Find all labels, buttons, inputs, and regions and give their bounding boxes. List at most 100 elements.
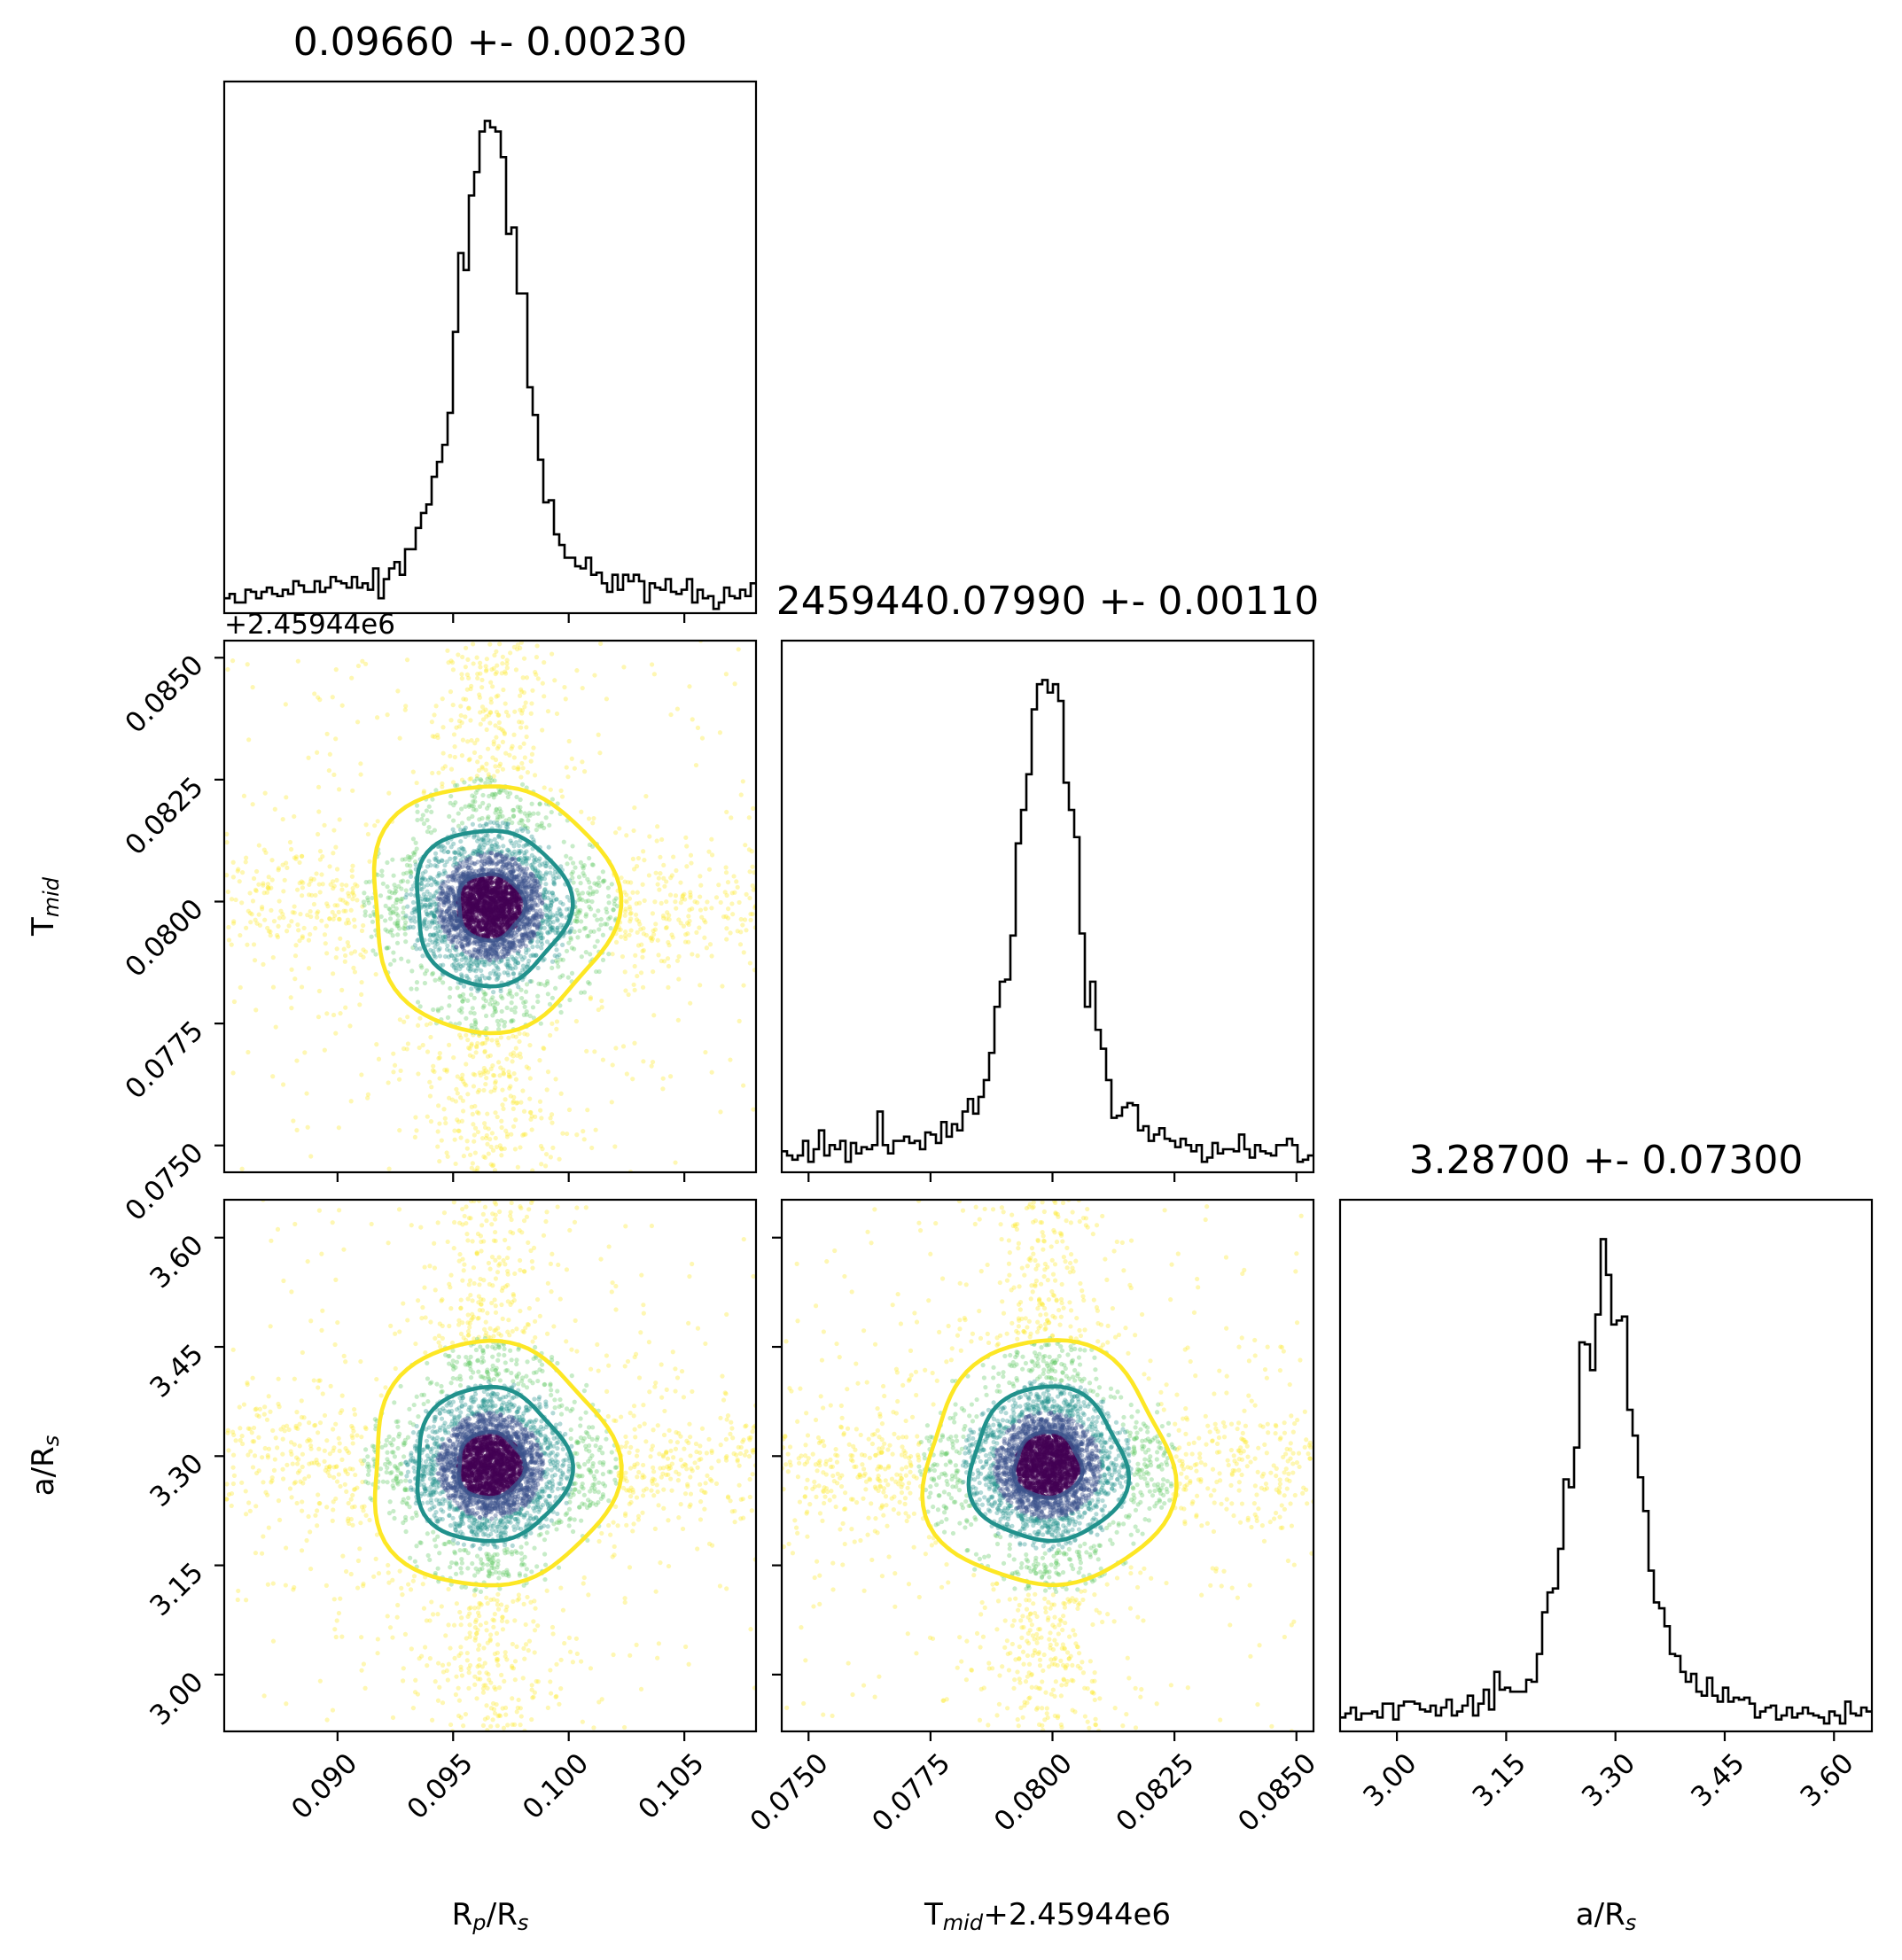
- scatter-point: [453, 800, 458, 805]
- scatter-point: [491, 1238, 496, 1243]
- scatter-point: [529, 890, 534, 895]
- scatter-point: [454, 945, 459, 950]
- scatter-point: [529, 889, 534, 894]
- scatter-point: [694, 929, 699, 935]
- scatter-point: [744, 1423, 749, 1428]
- scatter-point: [472, 799, 478, 805]
- scatter-point: [362, 903, 367, 908]
- scatter-point: [339, 1634, 345, 1639]
- scatter-point: [723, 1391, 729, 1396]
- scatter-point: [718, 899, 723, 906]
- scatter-point: [670, 1349, 675, 1355]
- scatter-point: [485, 850, 490, 855]
- scatter-point: [497, 761, 503, 766]
- scatter-point: [375, 1651, 380, 1656]
- scatter-point: [265, 885, 270, 891]
- scatter-point: [549, 899, 554, 905]
- scatter-point: [574, 919, 580, 924]
- contour-level-3: [456, 872, 528, 943]
- scatter-point: [542, 659, 547, 665]
- scatter-point: [530, 1168, 535, 1172]
- scatter-point: [471, 1054, 476, 1060]
- scatter-point: [570, 860, 576, 866]
- scatter-point: [467, 803, 472, 808]
- scatter-point: [628, 911, 633, 916]
- scatter-point: [503, 1097, 508, 1102]
- scatter-point: [493, 1135, 498, 1141]
- scatter-point: [581, 1129, 586, 1134]
- scatter-point: [628, 1653, 633, 1658]
- scatter-point: [265, 1582, 270, 1587]
- scatter-point: [407, 857, 412, 863]
- scatter-point: [679, 896, 685, 902]
- scatter-point: [547, 915, 553, 921]
- scatter-point: [575, 891, 581, 896]
- scatter-point: [490, 1062, 495, 1069]
- scatter-point: [510, 1696, 515, 1701]
- scatter-point: [728, 1431, 733, 1436]
- scatter-point: [418, 963, 424, 968]
- scatter-point: [229, 1490, 235, 1497]
- scatter-point: [453, 876, 458, 882]
- scatter-point: [496, 725, 502, 731]
- scatter-point: [448, 915, 453, 921]
- scatter-point: [728, 1057, 733, 1062]
- scatter-point: [440, 766, 446, 771]
- scatter-point: [436, 947, 441, 953]
- scatter-point: [738, 916, 744, 922]
- scatter-point: [537, 1099, 543, 1104]
- scatter-point: [674, 958, 681, 963]
- scatter-point: [225, 666, 230, 673]
- scatter-point: [432, 879, 437, 884]
- scatter-point: [669, 932, 674, 937]
- scatter-point: [476, 946, 481, 952]
- scatter-point: [475, 675, 480, 681]
- scatter-point: [251, 875, 257, 882]
- scatter-point: [502, 946, 507, 952]
- scatter-point: [456, 852, 462, 858]
- scatter-point: [531, 1245, 537, 1250]
- scatter-point: [374, 715, 380, 720]
- scatter-point: [525, 930, 530, 937]
- scatter-point: [495, 821, 500, 826]
- scatter-point: [467, 958, 472, 963]
- scatter-point: [233, 1438, 238, 1443]
- scatter-point: [542, 1046, 547, 1052]
- scatter-point: [388, 961, 394, 967]
- scatter-point: [606, 1244, 612, 1249]
- scatter-point: [493, 671, 498, 677]
- scatter-point: [447, 906, 452, 911]
- scatter-point: [709, 906, 714, 911]
- scatter-point: [440, 939, 445, 945]
- scatter-point: [503, 855, 509, 860]
- scatter-point: [466, 675, 472, 681]
- scatter-point: [526, 910, 532, 915]
- scatter-point: [448, 856, 453, 861]
- scatter-point: [512, 875, 518, 880]
- scatter-point: [526, 934, 532, 939]
- scatter-point: [635, 973, 640, 979]
- scatter-point: [471, 661, 476, 666]
- scatter-point: [512, 860, 518, 867]
- scatter-point: [518, 774, 524, 780]
- scatter-point: [523, 931, 528, 937]
- scatter-point: [484, 714, 489, 719]
- scatter-point: [517, 927, 523, 932]
- scatter-point: [462, 1213, 467, 1219]
- scatter-point: [454, 917, 459, 922]
- scatter-point: [276, 1498, 282, 1504]
- scatter-point: [572, 1219, 578, 1225]
- scatter-point: [316, 882, 322, 887]
- scatter-point: [331, 885, 336, 891]
- scatter-point: [499, 869, 504, 875]
- scatter-point: [464, 937, 469, 943]
- scatter-point: [549, 809, 554, 815]
- scatter-point: [304, 1091, 309, 1096]
- scatter-point: [412, 906, 417, 912]
- scatter-point: [475, 759, 480, 765]
- scatter-point: [277, 1517, 283, 1522]
- scatter-point: [624, 833, 629, 838]
- scatter-point: [330, 1707, 336, 1713]
- scatter-point: [517, 693, 523, 698]
- scatter-point: [486, 1671, 491, 1677]
